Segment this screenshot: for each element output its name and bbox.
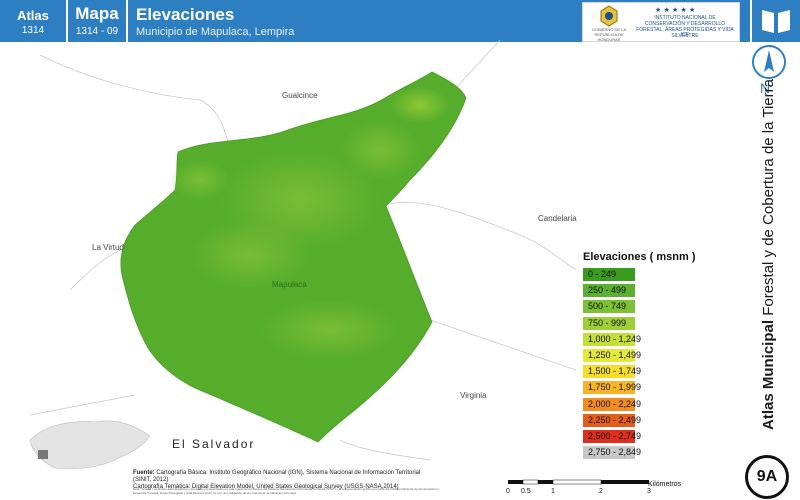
legend-item: 1,000 - 1,249 (578, 331, 738, 347)
legend-label: 1,000 - 1,249 (588, 333, 642, 344)
legend-label: 2,250 - 2,499 (588, 414, 642, 425)
mapa-code-cell: Mapa 1314 - 09 (68, 0, 128, 42)
legend-swatch (583, 381, 635, 395)
legend-item: 500 - 749 (578, 298, 738, 314)
sidebar-title-bold: Atlas Municipal (760, 319, 777, 430)
legend-item: 2,000 - 2,249 (578, 396, 738, 412)
legend-swatch (583, 365, 635, 379)
scale-tick-label: 0.5 (521, 488, 531, 495)
legend-label: 2,750 - 2,849 (588, 447, 642, 458)
coat-of-arms-icon (600, 5, 618, 27)
scale-tick-label: 3 (647, 488, 651, 495)
place-label-virginia: Virginia (460, 391, 487, 400)
legend-item: 1,750 - 1,999 (578, 379, 738, 395)
legend-label: 0 - 249 (588, 269, 617, 279)
scale-bar: 0 0.5 1 2 3 Kilómetros (506, 479, 682, 495)
north-arrow-icon (764, 50, 774, 72)
technical-note: Nota Técnica: Los límites administrativo… (133, 487, 439, 495)
place-label-la-virtud: La Virtud (92, 243, 124, 252)
north-arrow (752, 45, 786, 79)
map-subtitle: Municipio de Mapulaca, Lempira (136, 26, 295, 38)
legend-rows: 0 - 249 250 - 499 500 - 749 750 - 999 1,000 … (578, 266, 738, 460)
scale-tick-label: 2 (599, 488, 603, 495)
mapa-label: Mapa (75, 4, 119, 23)
legend-swatch (583, 446, 635, 460)
institution-logos: GOBIERNO DE LA REPÚBLICA DE HONDURAS ★ ★… (582, 2, 740, 42)
legend-swatch (583, 348, 635, 362)
legend-label: 500 - 749 (588, 301, 627, 312)
place-label-mapulaca: Mapulaca (272, 280, 307, 289)
legend-swatch (583, 284, 635, 298)
legend-swatch (583, 300, 635, 314)
atlas-sidebar-title: Atlas Municipal Forestal y de Cobertura … (760, 70, 784, 430)
legend-label: 250 - 499 (588, 285, 627, 296)
legend-item: 1,500 - 1,749 (578, 363, 738, 379)
legend-swatch (583, 413, 635, 427)
atlas-book-button[interactable] (752, 0, 800, 42)
legend-label: 1,250 - 1,499 (588, 349, 642, 360)
north-letter: N (760, 80, 771, 96)
legend-item: 0 - 249 (578, 266, 738, 282)
legend-swatch (583, 316, 635, 330)
source-line-1: Cartografía Básica: Instituto Geográfico… (133, 470, 421, 483)
page-badge: 9A (745, 455, 789, 499)
legend-item: 2,250 - 2,499 (578, 412, 738, 428)
honduras-locator-map (29, 420, 151, 470)
mapa-code: 1314 - 09 (75, 26, 119, 37)
legend-label: 2,000 - 2,249 (588, 398, 642, 409)
scale-tick-label: 0 (506, 488, 510, 495)
legend-swatch (583, 268, 635, 281)
scale-tick-label: 1 (551, 488, 555, 495)
legend-label: 1,500 - 1,749 (588, 366, 642, 377)
legend-item: 2,750 - 2,849 (578, 444, 738, 460)
title-cell: Elevaciones Municipio de Mapulaca, Lempi… (136, 0, 566, 42)
place-label-candelaria: Candelaria (538, 214, 577, 223)
legend-swatch (583, 332, 635, 346)
source-label: Fuente: (133, 470, 155, 476)
gobierno-logo-text: GOBIERNO DE LA REPÚBLICA DE HONDURAS (591, 27, 627, 42)
atlas-label: Atlas (17, 8, 49, 23)
book-icon (762, 10, 790, 33)
elevation-legend: Elevaciones ( msnm ) 0 - 249 250 - 499 500… (578, 251, 738, 460)
legend-item: 2,500 - 2,749 (578, 428, 738, 444)
place-label-gualcince: Gualcince (282, 91, 318, 100)
legend-title: Elevaciones ( msnm ) (583, 251, 696, 263)
municipal-boundaries (29, 39, 577, 461)
legend-swatch (583, 397, 635, 411)
svg-text:★ ★ ★ ★ ★: ★ ★ ★ ★ ★ (655, 6, 695, 13)
atlas-code: 1314 (21, 25, 45, 36)
legend-label: 2,500 - 2,749 (588, 430, 642, 441)
country-label-el-salvador: El Salvador (172, 437, 256, 451)
legend-swatch (583, 429, 635, 443)
legend-item: 250 - 499 (578, 282, 738, 298)
scale-unit: Kilómetros (648, 481, 682, 488)
legend-item: 750 - 999 (578, 315, 738, 331)
sidebar-title-rest: Forestal y de Cobertura de la Tierra (760, 79, 777, 320)
map-title: Elevaciones (136, 5, 235, 24)
source-line-2: Cartografía Temática: Digital Elevation … (133, 484, 399, 490)
source-note: Fuente: Cartografía Básica: Instituto Ge… (133, 470, 433, 491)
legend-label: 750 - 999 (588, 317, 627, 328)
icf-logo-abbr: ICF (680, 32, 690, 38)
legend-item: 1,250 - 1,499 (578, 347, 738, 363)
atlas-code-cell: Atlas 1314 (0, 0, 68, 42)
stars-icon: ★ ★ ★ ★ ★ (655, 6, 695, 13)
icf-logo-text: INSTITUTO NACIONAL DE CONSERVACIÓN Y DES… (636, 15, 734, 39)
legend-label: 1,750 - 1,999 (588, 382, 642, 393)
mapulaca-municipality (120, 71, 467, 443)
